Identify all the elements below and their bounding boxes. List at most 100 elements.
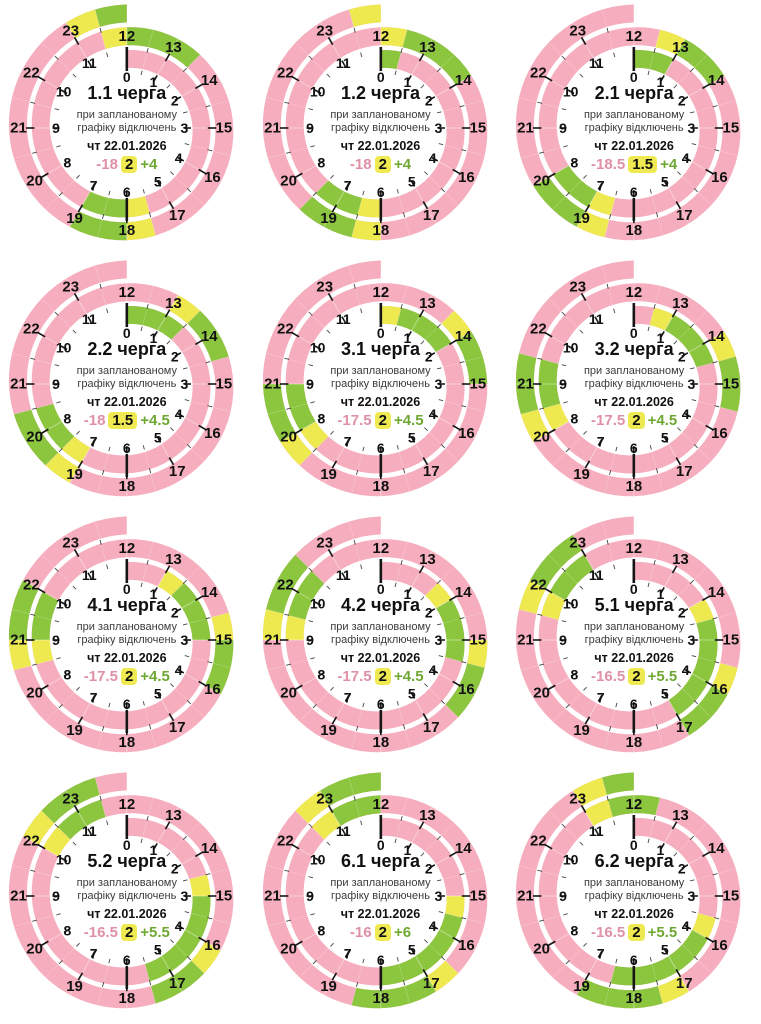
- hour-label-inner: 6: [123, 440, 131, 456]
- segment-separator: [161, 443, 172, 461]
- half-hour-tick-inner: [54, 620, 60, 623]
- hour-label-outer: 16: [458, 681, 475, 698]
- maybe-segment: [100, 27, 127, 49]
- half-hour-tick-outer: [653, 303, 656, 310]
- segment-separator: [191, 656, 209, 663]
- hour-label-outer: 14: [201, 328, 218, 345]
- half-hour-tick-inner: [394, 838, 397, 844]
- segment-separator: [191, 960, 205, 974]
- segment-separator: [161, 187, 172, 205]
- hour-tick-outer: [584, 716, 591, 725]
- hour-tick-inner: [430, 668, 438, 674]
- hour-label-inner: 8: [571, 922, 579, 938]
- hour-tick-outer: [168, 201, 175, 210]
- segment-separator: [354, 31, 360, 50]
- segment-separator: [548, 298, 562, 312]
- half-hour-tick-inner: [182, 367, 188, 370]
- segment-separator: [35, 659, 54, 665]
- half-hour-tick-inner: [690, 879, 695, 882]
- hour-tick-outer: [672, 565, 678, 574]
- hour-tick-inner: [597, 694, 603, 702]
- hour-tick-inner: [570, 416, 578, 421]
- half-hour-tick-inner: [108, 446, 111, 452]
- segment-separator: [267, 921, 285, 927]
- segment-separator: [572, 790, 583, 807]
- hour-label-outer: 22: [277, 64, 294, 81]
- segment-separator: [444, 400, 463, 407]
- half-hour-tick-outer: [205, 873, 211, 876]
- half-hour-tick-outer: [656, 468, 659, 474]
- half-hour-tick-inner: [170, 427, 174, 432]
- segment-separator: [720, 662, 739, 669]
- half-hour-tick-inner: [56, 145, 61, 148]
- half-hour-tick-inner: [108, 958, 111, 964]
- power-segment: [41, 777, 100, 824]
- segment-separator: [334, 703, 345, 720]
- segment-separator: [354, 543, 360, 562]
- segment-separator: [204, 940, 221, 951]
- segment-separator: [94, 265, 101, 284]
- segment-separator: [576, 978, 587, 996]
- half-hour-tick-inner: [677, 171, 682, 176]
- segment-separator: [289, 915, 308, 921]
- segment-separator: [657, 217, 664, 236]
- segment-separator: [541, 102, 559, 109]
- segment-separator: [533, 432, 550, 443]
- segment-separator: [698, 704, 712, 718]
- maybe-segment: [262, 609, 284, 640]
- power-segment: [287, 570, 324, 620]
- segment-separator: [530, 67, 547, 78]
- segment-separator: [444, 192, 459, 206]
- hour-label-outer: 20: [26, 941, 43, 958]
- power-segment: [608, 795, 661, 817]
- segment-separator: [142, 51, 148, 70]
- hour-tick-outer: [705, 168, 714, 175]
- segment-separator: [426, 207, 437, 224]
- half-hour-tick-outer: [402, 212, 405, 218]
- hour-label-inner: 0: [377, 325, 385, 341]
- hour-label-outer: 14: [455, 328, 472, 345]
- maybe-segment: [45, 452, 79, 483]
- power-segment: [126, 27, 201, 68]
- half-hour-tick-inner: [329, 942, 334, 947]
- half-hour-tick-inner: [309, 401, 315, 404]
- maybe-segment: [444, 896, 465, 918]
- segment-separator: [548, 810, 562, 824]
- hour-label-inner: 0: [377, 69, 385, 85]
- half-hour-tick-outer: [312, 448, 317, 453]
- hour-label-outer: 22: [530, 576, 547, 593]
- half-hour-tick-outer: [561, 567, 567, 572]
- hour-label-inner: 7: [597, 433, 605, 449]
- hour-tick-outer: [73, 292, 80, 302]
- half-hour-tick-inner: [106, 52, 109, 58]
- hour-label-outer: 20: [534, 941, 551, 958]
- segment-separator: [185, 673, 202, 684]
- hour-label-outer: 23: [316, 534, 333, 551]
- segment-separator: [94, 777, 101, 796]
- segment-separator: [100, 287, 106, 306]
- segment-separator: [276, 579, 293, 590]
- segment-separator: [676, 806, 686, 823]
- power-segment: [455, 331, 487, 384]
- half-hour-tick-inner: [308, 620, 313, 623]
- segment-separator: [607, 543, 614, 562]
- hour-tick-outer: [675, 713, 682, 722]
- half-hour-tick-inner: [650, 189, 653, 194]
- segment-separator: [150, 729, 156, 748]
- power-segment: [539, 359, 561, 409]
- segment-separator: [678, 582, 692, 596]
- half-hour-tick-inner: [106, 820, 109, 826]
- hour-label-outer: 12: [626, 28, 643, 45]
- hour-label-outer: 14: [201, 840, 218, 857]
- hour-label-inner: 2: [425, 348, 433, 364]
- hour-tick-inner: [681, 96, 689, 101]
- segment-separator: [157, 314, 168, 331]
- hour-tick-inner: [567, 601, 575, 607]
- hour-label-inner: 6: [630, 184, 638, 200]
- segment-separator: [265, 864, 284, 871]
- segment-separator: [65, 790, 76, 807]
- hour-label-outer: 19: [574, 210, 591, 227]
- segment-separator: [201, 331, 218, 342]
- segment-separator: [13, 153, 32, 159]
